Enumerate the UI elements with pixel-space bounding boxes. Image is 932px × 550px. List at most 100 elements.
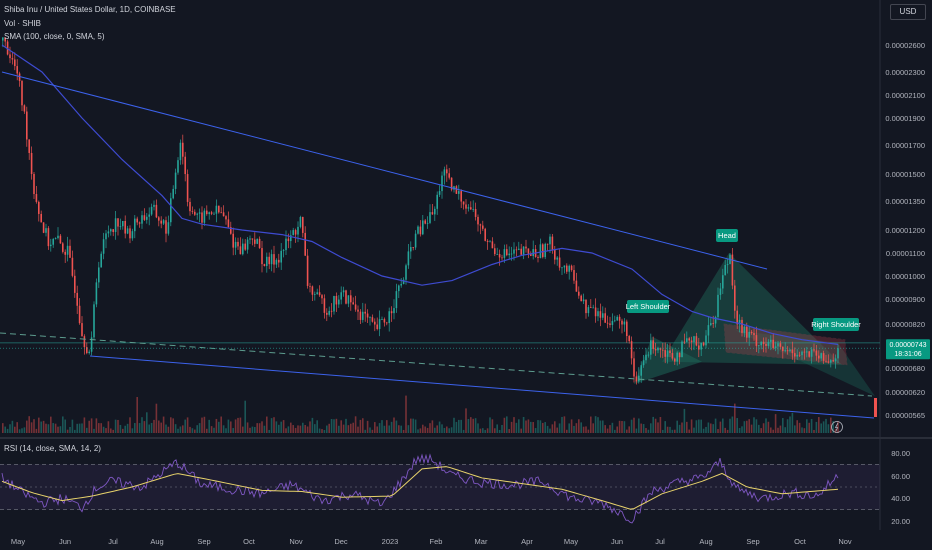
- candle-body: [136, 218, 138, 223]
- candle-body: [203, 210, 206, 223]
- candle-body: [815, 350, 818, 356]
- candle-body: [443, 169, 446, 176]
- volume-bar: [486, 428, 489, 433]
- volume-bar: [587, 429, 590, 433]
- candle-body: [52, 238, 54, 245]
- currency-button[interactable]: USD: [890, 4, 926, 20]
- sma-legend[interactable]: SMA (100, close, 0, SMA, 5): [4, 32, 105, 41]
- candle-body: [64, 251, 66, 255]
- candle-body: [177, 160, 179, 173]
- time-tick-label: Oct: [794, 537, 807, 546]
- candle-body: [719, 288, 722, 295]
- candle-body: [306, 255, 309, 286]
- candle-body: [676, 352, 678, 362]
- volume-bar: [194, 429, 196, 433]
- volume-bar: [21, 428, 23, 433]
- price-tick-label: 0.00000620: [885, 388, 925, 397]
- volume-bar: [398, 425, 400, 433]
- volume-bar: [422, 424, 424, 433]
- volume-bar: [249, 427, 251, 433]
- candle-body: [599, 311, 602, 318]
- volume-bar: [297, 425, 299, 433]
- candle-body: [784, 350, 786, 352]
- symbol-legend[interactable]: Shiba Inu / United States Dollar, 1D, CO…: [4, 5, 176, 14]
- rsi-legend[interactable]: RSI (14, close, SMA, 14, 2): [4, 444, 101, 453]
- candle-body: [650, 340, 652, 355]
- volume-bar: [227, 419, 230, 433]
- candle-body: [340, 292, 342, 300]
- time-tick-label: Jul: [655, 537, 665, 546]
- volume-bar: [88, 420, 90, 433]
- candle-body: [602, 313, 604, 318]
- candle-body: [294, 230, 297, 235]
- volume-legend[interactable]: Vol · SHIB: [4, 19, 41, 28]
- volume-bar: [770, 427, 772, 433]
- volume-bar: [702, 428, 705, 433]
- volume-bar: [609, 425, 611, 433]
- candle-body: [674, 358, 676, 362]
- volume-bar: [750, 424, 753, 433]
- candle-body: [645, 354, 647, 361]
- volume-bar: [736, 418, 738, 433]
- candle-body: [566, 265, 568, 272]
- candle-body: [683, 341, 686, 343]
- candle-body: [678, 352, 681, 358]
- volume-bar: [314, 424, 316, 433]
- volume-bar: [203, 416, 206, 433]
- volume-bar: [2, 423, 4, 433]
- candle-body: [422, 220, 424, 235]
- candle-body: [494, 248, 496, 255]
- candle-body: [352, 302, 354, 305]
- volume-bar: [806, 419, 808, 433]
- candle-body: [117, 218, 119, 227]
- volume-bar: [86, 427, 88, 433]
- volume-bar: [748, 419, 750, 433]
- candlesticks[interactable]: [2, 37, 839, 385]
- price-tick-label: 0.00001900: [885, 114, 925, 123]
- candle-body: [376, 324, 378, 329]
- candle-body: [304, 232, 306, 256]
- overlay-lines: [0, 44, 880, 419]
- candle-body: [642, 360, 645, 366]
- candle-body: [441, 175, 443, 192]
- volume-bar: [630, 419, 633, 433]
- candle-body: [318, 292, 321, 296]
- rsi-pane[interactable]: 80.00 60.00 40.00 20.00: [0, 449, 910, 526]
- candle-body: [93, 304, 95, 338]
- candle-body: [184, 156, 186, 175]
- candle-body: [724, 265, 726, 276]
- volume-bar: [518, 419, 520, 433]
- volume-bar: [714, 418, 717, 433]
- volume-bar: [794, 425, 796, 433]
- candle-body: [335, 296, 338, 305]
- volume-bar: [566, 429, 568, 433]
- pane-separator[interactable]: [0, 437, 932, 439]
- volume-bar: [813, 429, 815, 433]
- volume-bar: [628, 426, 630, 433]
- volume-bar: [66, 429, 69, 433]
- candle-body: [30, 152, 33, 174]
- volume-bar: [664, 421, 666, 433]
- rsi-tick-label: 40.00: [891, 494, 910, 503]
- candle-body: [779, 343, 782, 347]
- volume-bar: [11, 420, 14, 433]
- volume-bar: [429, 423, 431, 433]
- candle-body: [249, 238, 251, 240]
- time-tick-label: Jun: [59, 537, 71, 546]
- volume-bar: [822, 421, 825, 433]
- candle-body: [268, 256, 270, 265]
- candle-body: [786, 350, 789, 352]
- volume-bar: [551, 424, 554, 433]
- candle-body: [254, 239, 256, 244]
- candle-body: [782, 346, 784, 352]
- candle-body: [575, 280, 578, 292]
- candle-body: [143, 215, 146, 220]
- volume-bar: [570, 419, 573, 433]
- candle-body: [707, 325, 710, 336]
- lightning-icon: [831, 421, 843, 433]
- volume-bar: [261, 421, 263, 433]
- candle-body: [510, 253, 513, 255]
- candle-body: [398, 285, 400, 292]
- volume-bar: [827, 424, 830, 433]
